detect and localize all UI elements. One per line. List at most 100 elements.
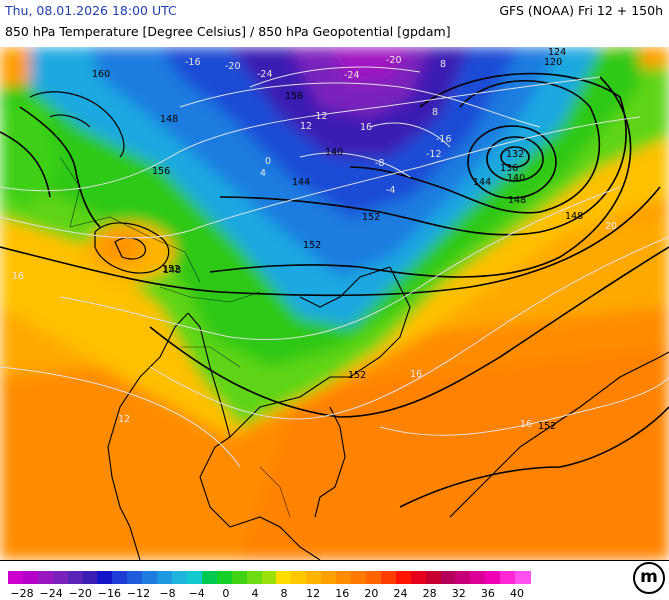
legend-color-bin	[127, 571, 143, 584]
map-canvas: 1241201321361401441481481521521521521481…	[0, 47, 669, 560]
geopotential-label: 152	[348, 370, 366, 381]
legend-color-bin	[157, 571, 173, 584]
legend-color-bin	[500, 571, 516, 584]
geopotential-label: 160	[92, 69, 110, 80]
legend-color-bin	[186, 571, 203, 584]
header-row-1: Thu, 08.01.2026 18:00 UTC GFS (NOAA) Fri…	[0, 3, 669, 21]
legend-color-bin	[336, 571, 352, 584]
legend-color-bin	[306, 571, 322, 584]
temperature-field	[0, 47, 669, 560]
geopotential-label: 120	[544, 57, 562, 68]
temperature-label: -12	[312, 111, 328, 122]
legend-color-bin	[231, 571, 248, 584]
temperature-label: 8	[432, 107, 438, 118]
contour-labels: 1241201321361401441481481521521521521481…	[12, 47, 617, 432]
legend-tick-label: −24	[39, 587, 63, 600]
legend-color-bin	[52, 571, 69, 584]
legend-tick-label: −12	[126, 587, 151, 600]
temperature-label: -8	[375, 158, 384, 169]
geopotential-label: 132	[506, 149, 524, 160]
geopotential-label: 156	[152, 166, 170, 177]
legend-tick-label: 20	[364, 587, 379, 600]
legend-color-bin	[351, 571, 367, 584]
geopotential-label: 152	[162, 264, 180, 275]
geopotential-label: 148	[160, 114, 178, 125]
legend-color-bin	[440, 571, 456, 584]
legend-color-bin	[515, 571, 531, 584]
legend-color-bin	[380, 571, 397, 584]
temperature-label: 0	[265, 156, 271, 167]
legend-color-bin	[201, 571, 218, 584]
legend-color-bin	[276, 571, 292, 584]
geopotential-label: 136	[500, 163, 518, 174]
legend-tick-label: 12	[306, 587, 321, 600]
temperature-isotherms	[0, 66, 669, 468]
legend-tick-label: −20	[68, 587, 92, 600]
coastline	[107, 266, 669, 560]
temperature-label: -24	[257, 69, 273, 80]
temperature-label: 8	[440, 59, 446, 70]
legend-color-bin	[395, 571, 412, 584]
legend-tick-label: −8	[159, 587, 176, 600]
legend-color-bin	[246, 571, 263, 584]
legend-color-bin	[365, 571, 382, 584]
temperature-label: 12	[300, 121, 312, 132]
legend-color-bin	[455, 571, 471, 584]
legend-tick-label: 8	[280, 587, 288, 600]
temperature-label: -24	[344, 70, 360, 81]
legend-color-bin	[97, 571, 113, 584]
legend-color-bin	[8, 571, 24, 584]
legend-color-bin	[410, 571, 427, 584]
geopotential-label: 152	[538, 421, 556, 432]
legend-color-bin	[22, 571, 39, 584]
geopotential-label: 148	[163, 265, 181, 276]
legend-color-bin	[142, 571, 158, 584]
legend-tick-label: −28	[10, 587, 34, 600]
temperature-label: -12	[426, 149, 442, 160]
meteologix-logo: m	[633, 562, 665, 594]
legend-tick-label: 0	[222, 587, 230, 600]
forecast-datetime: Thu, 08.01.2026 18:00 UTC	[5, 3, 177, 18]
temperature-label: -16	[436, 134, 452, 145]
legend-tick-label: 24	[393, 587, 408, 600]
geopotential-isohypses	[0, 72, 669, 508]
legend-color-bin	[425, 571, 442, 584]
legend-color-bin	[172, 571, 188, 584]
legend-tick-label: 16	[335, 587, 350, 600]
geopotential-label: 144	[292, 177, 310, 188]
geopotential-label: 140	[325, 147, 343, 158]
model-run-label: GFS (NOAA) Fri 12 + 150h	[499, 3, 663, 18]
temperature-label: -20	[225, 61, 241, 72]
legend-color-bin	[216, 571, 233, 584]
geopotential-label: 148	[508, 195, 526, 206]
legend-color-bin	[37, 571, 54, 584]
legend-tick-label: 36	[480, 587, 495, 600]
temperature-label: 20	[605, 221, 617, 232]
geopotential-label: 148	[565, 211, 583, 222]
header-row-2: 850 hPa Temperature [Degree Celsius] / 8…	[0, 24, 669, 42]
legend-tick-label: 28	[422, 587, 437, 600]
temperature-legend: −28 −24 −20 −16 −12 −8 −4 0 4 8 12 16 20 24 28 32 36 40	[0, 565, 669, 600]
legend-tick-label: 4	[251, 587, 259, 600]
temperature-label: -20	[386, 55, 402, 66]
geopotential-label: 156	[285, 91, 303, 102]
temperature-label: 16	[360, 122, 372, 133]
legend-tick-label: 32	[451, 587, 466, 600]
legend-color-bin	[485, 571, 501, 584]
geopotential-label: 124	[548, 47, 566, 58]
legend-color-bin	[82, 571, 99, 584]
temperature-label: -4	[386, 185, 395, 196]
legend-tick-label: 40	[510, 587, 524, 600]
legend-color-bin	[321, 571, 337, 584]
weather-map: 124 120 132 136 140 144 148 148 152 152 152 152 148 1…	[0, 47, 669, 561]
temperature-label: 16	[410, 369, 422, 380]
legend-color-bin	[470, 571, 486, 584]
temperature-label: 16	[12, 271, 24, 282]
temperature-label: -16	[185, 57, 201, 68]
temperature-label: 12	[118, 414, 130, 425]
legend-color-bin	[67, 571, 84, 584]
temperature-label: 16	[520, 419, 532, 430]
geopotential-label: 140	[507, 173, 525, 184]
geopotential-label: 152	[362, 212, 380, 223]
temperature-label: 4	[260, 168, 266, 179]
